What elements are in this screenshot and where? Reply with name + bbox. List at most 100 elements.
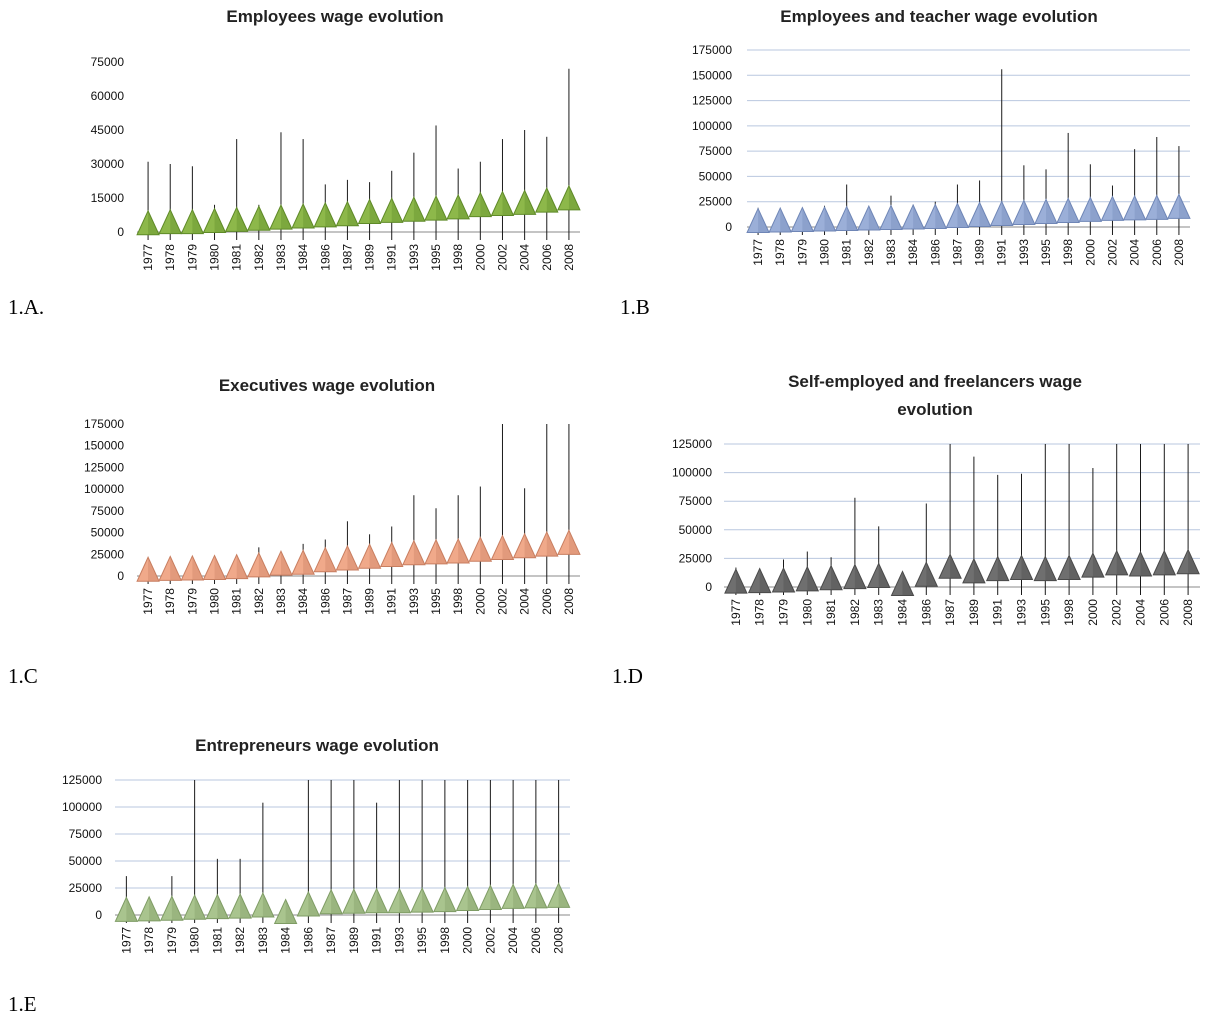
- data-point: [291, 139, 315, 240]
- y-tick-label: 75000: [679, 494, 713, 508]
- x-tick-label: 2006: [529, 927, 543, 954]
- triangle-shade: [308, 891, 320, 916]
- data-point: [557, 68, 581, 240]
- data-point: [1122, 149, 1147, 235]
- x-tick-label: 1986: [919, 599, 933, 626]
- triangle-shade: [878, 563, 890, 588]
- triangle-marker: [291, 202, 315, 229]
- triangle-marker: [557, 529, 581, 555]
- x-tick-label: 1977: [141, 588, 155, 615]
- x-tick-label: 1986: [318, 244, 332, 271]
- data-point: [747, 567, 772, 595]
- data-point: [1167, 146, 1191, 235]
- x-tick-label: 1979: [795, 239, 809, 266]
- y-tick-label: 150000: [84, 439, 124, 453]
- data-point: [879, 195, 903, 235]
- triangle-shade: [1116, 550, 1128, 575]
- data-point: [137, 895, 161, 923]
- triangle-marker: [1176, 548, 1200, 575]
- triangle-marker: [771, 566, 796, 593]
- y-tick-label: 75000: [91, 55, 125, 69]
- data-point: [1009, 473, 1034, 595]
- data-point: [158, 555, 183, 584]
- triangle-marker: [291, 549, 315, 575]
- triangle-marker: [901, 203, 925, 230]
- x-tick-label: 1987: [950, 239, 964, 266]
- x-tick-label: 1991: [370, 927, 384, 954]
- data-point: [224, 553, 249, 584]
- data-point: [490, 139, 515, 240]
- triangle-shade: [568, 530, 580, 555]
- data-point: [424, 125, 448, 240]
- data-point: [1057, 444, 1081, 595]
- triangle-shade: [171, 896, 183, 921]
- triangle-marker: [890, 570, 915, 596]
- triangle-marker: [136, 556, 160, 582]
- chart-1e: Entrepreneurs wage evolution 0 25000 50000 7…: [62, 736, 571, 954]
- x-tick-label: 1979: [185, 588, 199, 615]
- triangle-marker: [746, 207, 770, 234]
- data-point: [424, 508, 448, 584]
- data-point: [795, 551, 820, 595]
- x-tick-label: 1983: [256, 927, 270, 954]
- x-tick-label: 1982: [252, 588, 266, 615]
- x-tick-label: 1989: [967, 599, 981, 626]
- triangle-marker: [795, 565, 820, 592]
- panel-label-1c: 1.C: [8, 664, 38, 688]
- x-tick-label: 2002: [1105, 239, 1119, 266]
- x-tick-label: 1978: [163, 588, 177, 615]
- data-point: [1100, 185, 1125, 235]
- y-tick-label: 50000: [679, 523, 713, 537]
- x-tick-label: 1979: [165, 927, 179, 954]
- triangle-marker: [512, 532, 537, 559]
- data-point: [269, 549, 293, 584]
- x-tick-label: 1984: [296, 588, 310, 615]
- triangle-shade: [303, 550, 315, 575]
- triangle-marker: [364, 887, 389, 914]
- data-point: [251, 802, 275, 923]
- data-point: [768, 206, 793, 235]
- y-tick-label: 100000: [84, 482, 124, 496]
- triangle-shade: [973, 558, 985, 583]
- triangle-shade: [783, 568, 795, 593]
- triangle-marker: [433, 886, 457, 913]
- triangle-marker: [410, 886, 434, 913]
- chart-1b: Employees and teacher wage evolution 0 250…: [692, 7, 1191, 266]
- data-point: [202, 554, 227, 584]
- y-tick-label: 175000: [84, 417, 124, 431]
- data-point: [335, 179, 360, 240]
- x-tick-label: 2000: [1086, 599, 1100, 626]
- y-tick-label: 100000: [62, 800, 102, 814]
- data-point: [512, 130, 537, 240]
- triangle-shade: [280, 551, 292, 576]
- triangle-shade: [1164, 550, 1176, 575]
- chart-title: evolution: [897, 400, 973, 419]
- triangle-marker: [724, 567, 748, 594]
- triangle-marker: [512, 189, 537, 215]
- triangle-marker: [335, 200, 360, 227]
- y-tick-label: 0: [705, 580, 712, 594]
- triangle-marker: [114, 896, 139, 922]
- x-tick-label: 2006: [1157, 599, 1171, 626]
- data-point: [866, 526, 891, 595]
- triangle-shade: [347, 201, 359, 226]
- triangle-shade: [568, 185, 580, 210]
- triangle-marker: [455, 885, 480, 912]
- x-tick-label: 2002: [495, 244, 509, 271]
- triangle-marker: [501, 883, 525, 909]
- triangle-shade: [217, 894, 229, 919]
- y-tick-label: 50000: [69, 854, 103, 868]
- triangle-marker: [490, 534, 515, 561]
- triangle-marker: [313, 546, 338, 573]
- triangle-marker: [490, 190, 515, 217]
- y-tick-label: 125000: [672, 437, 712, 451]
- triangle-shade: [535, 883, 547, 908]
- data-point: [319, 780, 343, 923]
- x-tick-label: 1991: [385, 244, 399, 271]
- x-tick-label: 1995: [429, 244, 443, 271]
- data-point: [114, 876, 139, 923]
- triangle-marker: [182, 893, 207, 920]
- triangle-shade: [558, 883, 570, 908]
- triangle-shade: [170, 556, 182, 581]
- data-point: [923, 201, 948, 235]
